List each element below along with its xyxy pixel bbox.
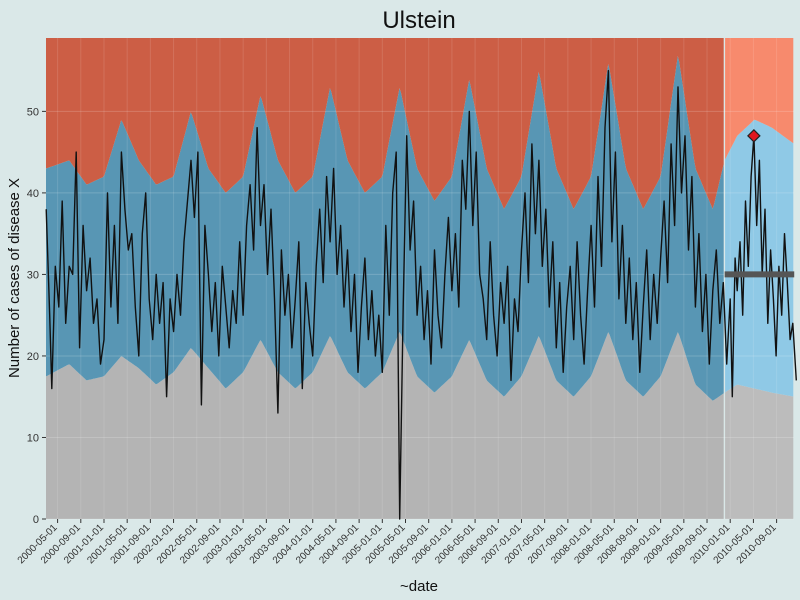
chart-title: Ulstein	[382, 7, 455, 34]
historical-low-band	[46, 332, 724, 519]
current-normal-band	[725, 119, 794, 397]
y-tick-label: 50	[27, 106, 39, 118]
historical-normal-band	[46, 55, 724, 401]
x-axis-label: ~date	[400, 578, 438, 595]
current-high-band	[725, 38, 794, 160]
plot-area	[45, 38, 797, 520]
y-tick-label: 30	[27, 269, 39, 281]
y-tick-label: 0	[33, 514, 39, 526]
observed-cases-line	[45, 69, 797, 520]
alert-marker	[747, 128, 761, 143]
y-tick-label: 40	[27, 188, 39, 200]
y-tick-label: 20	[27, 351, 39, 363]
y-axis: 0 10 20 30 40 50	[27, 106, 46, 526]
historical-high-band	[46, 38, 724, 209]
y-axis-label: Number of cases of disease X	[6, 178, 23, 378]
current-low-band	[725, 384, 794, 519]
y-tick-label: 10	[27, 432, 39, 444]
